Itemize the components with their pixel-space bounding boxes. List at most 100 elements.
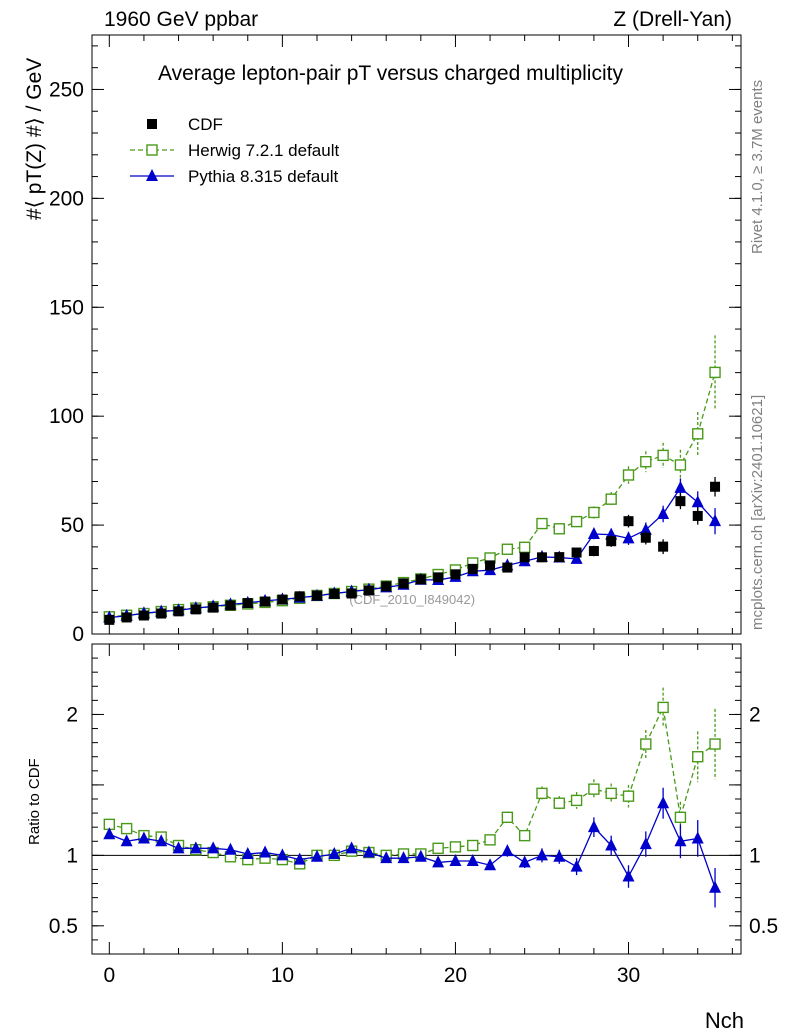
- data-point-herwig: [432, 842, 444, 855]
- data-point-herwig: [484, 834, 496, 846]
- data-point-herwig: [674, 459, 687, 471]
- data-point-pythia: [657, 506, 670, 519]
- data-point-pythia: [466, 854, 479, 866]
- data-point-pythia: [241, 846, 254, 859]
- data-point-pythia: [484, 858, 497, 871]
- process-label: Z (Drell-Yan): [613, 8, 732, 31]
- data-point-herwig: [692, 428, 704, 440]
- data-point-pythia: [657, 796, 670, 809]
- data-point-pythia: [674, 834, 687, 847]
- data-point-pythia: [709, 514, 722, 527]
- data-point-pythia: [137, 831, 150, 844]
- data-point-cdf: [710, 481, 721, 492]
- data-point-cdf: [519, 552, 530, 563]
- data-point-cdf: [173, 606, 184, 617]
- data-point-herwig: [605, 787, 617, 800]
- data-point-pythia: [380, 851, 393, 864]
- data-point-cdf: [588, 546, 599, 557]
- y-tick-label-main: 0: [72, 623, 84, 646]
- data-point-herwig: [518, 541, 531, 554]
- data-point-cdf: [554, 552, 565, 563]
- data-point-pythia: [570, 551, 583, 564]
- data-point-herwig: [622, 790, 635, 802]
- data-point-herwig: [640, 456, 652, 468]
- legend: CDF Herwig 7.2.1 default Pythia 8.315 defa…: [130, 115, 339, 186]
- data-point-pythia: [362, 845, 375, 858]
- x-tick-label: 20: [444, 964, 467, 987]
- y-tick-label-ratio: 2: [66, 703, 78, 726]
- data-point-cdf: [398, 578, 409, 589]
- data-point-cdf: [294, 591, 305, 602]
- legend-marker-cdf: [147, 119, 157, 129]
- data-point-cdf: [121, 612, 132, 623]
- data-point-herwig: [709, 738, 721, 750]
- ratio-border: [91, 643, 742, 955]
- data-marks: [103, 335, 722, 908]
- data-point-cdf: [536, 552, 547, 563]
- data-point-cdf: [640, 532, 651, 543]
- data-point-pythia: [189, 841, 202, 854]
- data-point-pythia: [674, 480, 687, 493]
- legend-marker-pythia: [146, 169, 158, 181]
- data-point-herwig: [570, 515, 583, 528]
- data-point-cdf: [433, 572, 444, 583]
- data-point-pythia: [224, 842, 237, 855]
- main-border: [91, 34, 742, 635]
- legend-label: Pythia 8.315 default: [188, 167, 339, 186]
- energy-label: 1960 GeV ppbar: [104, 8, 259, 31]
- data-point-pythia: [501, 844, 514, 857]
- data-point-pythia: [622, 869, 635, 882]
- data-point-cdf: [415, 574, 426, 585]
- data-point-herwig: [640, 738, 652, 750]
- data-point-cdf: [692, 510, 703, 521]
- data-point-pythia: [328, 846, 341, 859]
- data-point-pythia: [432, 855, 445, 868]
- data-point-cdf: [381, 581, 392, 592]
- data-point-pythia: [691, 495, 704, 508]
- data-point-herwig: [622, 469, 635, 481]
- data-point-cdf: [260, 596, 271, 607]
- x-tick-label: 30: [617, 964, 640, 987]
- data-point-pythia: [120, 834, 133, 847]
- data-point-cdf: [606, 536, 617, 547]
- data-point-pythia: [345, 841, 358, 854]
- data-point-cdf: [138, 610, 149, 621]
- data-point-pythia: [587, 820, 600, 833]
- legend-marker-herwig: [146, 144, 158, 156]
- data-point-pythia: [259, 845, 272, 858]
- data-point-herwig: [536, 517, 548, 530]
- data-point-herwig: [120, 822, 133, 835]
- series-line-herwig: [109, 705, 716, 865]
- data-point-herwig: [553, 797, 565, 809]
- data-point-herwig: [588, 506, 600, 519]
- main-panel-frame: 0 50 100 150 200 250 (CDF_2010_I849042): [49, 34, 742, 646]
- data-point-cdf: [311, 590, 322, 601]
- y-tick-label-main: 200: [49, 187, 84, 210]
- data-point-cdf: [346, 588, 357, 599]
- x-tick-label: 10: [271, 964, 294, 987]
- data-point-cdf: [156, 608, 167, 619]
- data-point-pythia: [414, 849, 427, 862]
- series-line-herwig: [109, 372, 716, 618]
- data-point-herwig: [570, 794, 583, 807]
- y-tick-label-main: 150: [49, 296, 84, 319]
- data-point-pythia: [639, 837, 652, 850]
- data-point-pythia: [639, 522, 652, 535]
- data-point-pythia: [397, 851, 410, 864]
- data-point-herwig: [709, 366, 721, 379]
- data-point-pythia: [449, 854, 462, 866]
- chart-title: Average lepton-pair pT versus charged mu…: [158, 62, 623, 86]
- data-point-pythia: [276, 848, 289, 861]
- data-point-herwig: [657, 701, 669, 714]
- data-point-pythia: [622, 531, 635, 544]
- data-point-cdf: [623, 516, 634, 527]
- y-tick-label-ratio: 1: [66, 844, 78, 867]
- data-point-cdf: [190, 604, 201, 615]
- data-point-pythia: [518, 855, 531, 868]
- data-point-pythia: [535, 848, 548, 861]
- data-point-herwig: [501, 543, 514, 555]
- data-point-cdf: [467, 563, 478, 574]
- data-point-herwig: [553, 523, 565, 535]
- data-point-pythia: [103, 827, 116, 840]
